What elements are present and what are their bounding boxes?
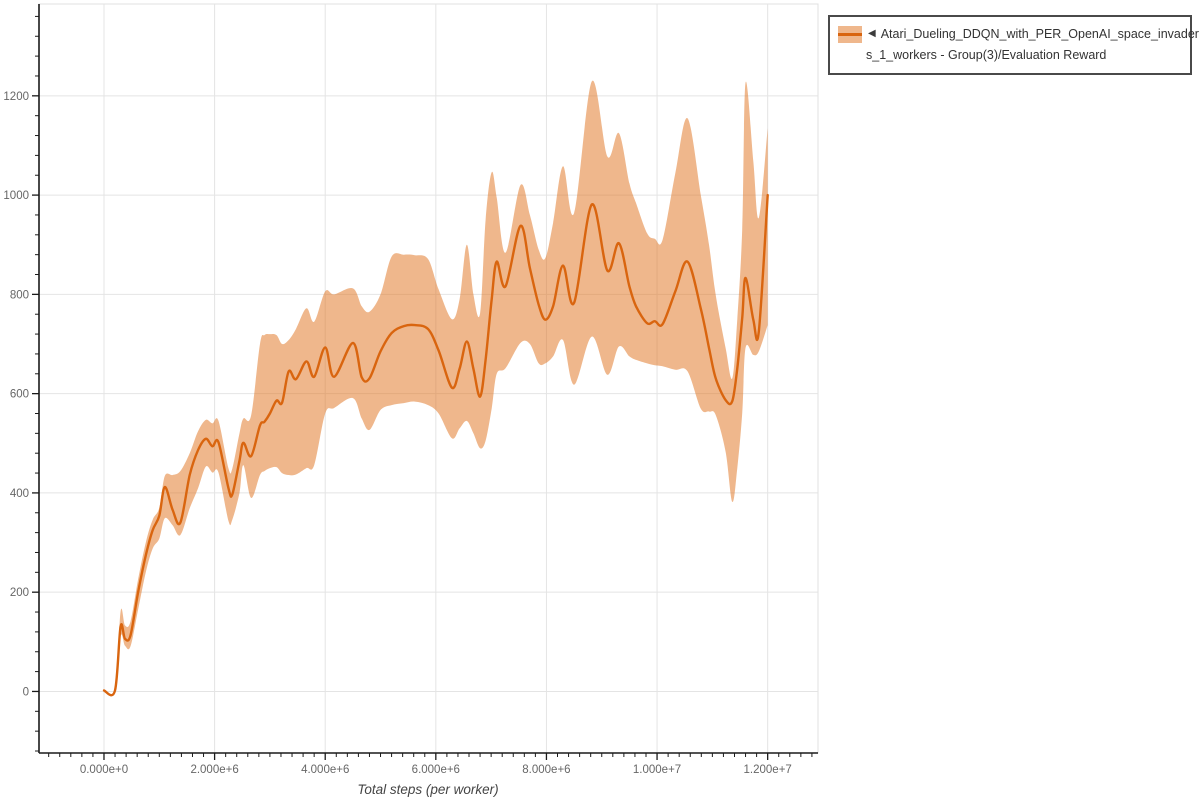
x-tick-label: 4.000e+6 bbox=[301, 764, 349, 776]
legend-label-line2: s_1_workers - Group(3)/Evaluation Reward bbox=[866, 48, 1107, 62]
legend-row: s_1_workers - Group(3)/Evaluation Reward bbox=[830, 44, 1190, 62]
x-tick-label: 1.200e+7 bbox=[744, 764, 792, 776]
x-tick-label: 6.000e+6 bbox=[412, 764, 460, 776]
legend-series-swatch bbox=[838, 25, 862, 43]
x-tick-label: 8.000e+6 bbox=[522, 764, 570, 776]
legend-collapse-arrow-icon[interactable]: ◀ bbox=[868, 28, 876, 39]
y-tick-label: 0 bbox=[23, 686, 29, 698]
x-tick-label: 1.000e+7 bbox=[633, 764, 681, 776]
tick-labels-layer: 0.000e+0 2.000e+6 4.000e+6 6.000e+6 8.000e+6… bbox=[3, 91, 791, 776]
confidence-band bbox=[104, 80, 768, 697]
confidence-band-layer bbox=[104, 80, 768, 697]
legend[interactable]: ◀ Atari_Dueling_DDQN_with_PER_OpenAI_spa… bbox=[828, 15, 1199, 75]
x-tick-label: 0.000e+0 bbox=[80, 764, 128, 776]
series-line-layer bbox=[102, 193, 769, 697]
axes-layer bbox=[32, 4, 818, 760]
y-tick-label: 1000 bbox=[3, 190, 29, 202]
legend-label-line1: Atari_Dueling_DDQN_with_PER_OpenAI_space… bbox=[880, 27, 1199, 41]
y-tick-label: 400 bbox=[10, 488, 29, 500]
y-tick-label: 200 bbox=[10, 587, 29, 599]
legend-row: ◀ Atari_Dueling_DDQN_with_PER_OpenAI_spa… bbox=[830, 17, 1199, 44]
x-tick-label: 2.000e+6 bbox=[190, 764, 238, 776]
y-tick-label: 800 bbox=[10, 289, 29, 301]
y-tick-label: 1200 bbox=[3, 91, 29, 103]
reward-line bbox=[102, 193, 769, 697]
x-axis-title: Total steps (per worker) bbox=[357, 782, 498, 797]
legend-series-line-marker bbox=[838, 32, 862, 36]
y-tick-label: 600 bbox=[10, 389, 29, 401]
